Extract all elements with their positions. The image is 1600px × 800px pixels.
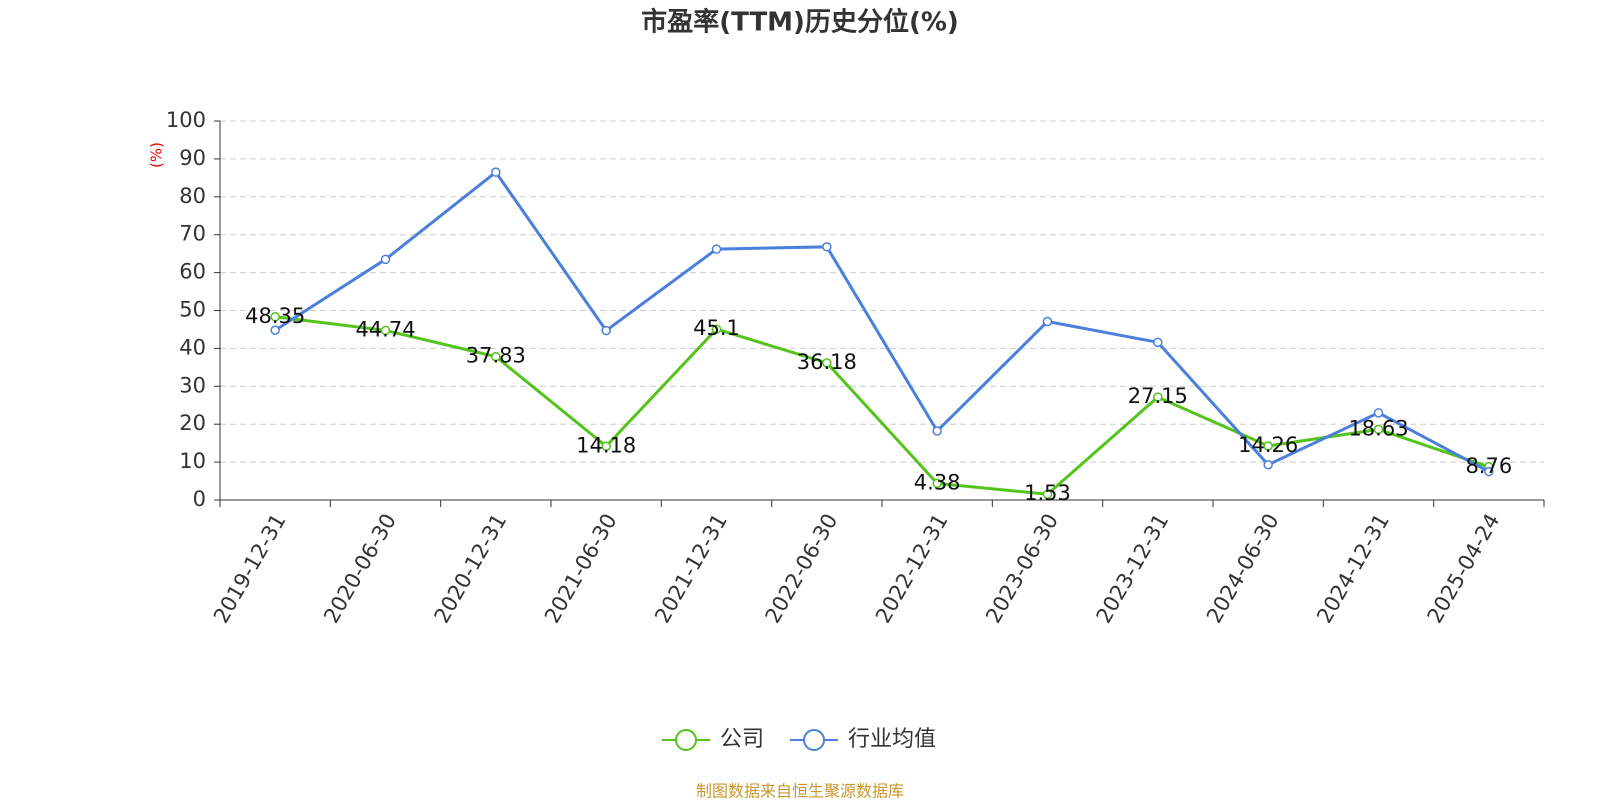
point [1153, 392, 1163, 402]
data-label: 1.53 [1024, 481, 1071, 505]
x-tick-label: 2025-04-24 [1423, 510, 1505, 628]
point [1373, 408, 1384, 418]
x-tick-label: 2021-12-31 [650, 510, 732, 628]
x-tick-label: 2024-12-31 [1312, 510, 1394, 628]
legend-label: 公司 [720, 727, 764, 752]
series-line [274, 170, 1490, 473]
x-tick-label: 2024-06-30 [1202, 510, 1284, 628]
point [711, 244, 722, 254]
legend-marker [675, 729, 697, 751]
y-tick-label: 70 [179, 222, 206, 246]
source-note: 制图数据来自恒生聚源数据库 [696, 782, 904, 800]
point [822, 242, 832, 252]
x-tick-label: 2023-12-31 [1092, 510, 1174, 628]
y-tick-label: 60 [179, 260, 206, 284]
data-label: 37.83 [466, 344, 526, 368]
point [711, 324, 722, 334]
x-tick-label: 2020-12-31 [430, 510, 512, 628]
data-label: 4.38 [914, 470, 961, 494]
y-tick-label: 20 [179, 411, 206, 435]
point [932, 426, 942, 436]
point [1263, 460, 1273, 470]
y-tick-label: 30 [179, 373, 206, 397]
point [1484, 466, 1494, 477]
y-tick-label: 80 [179, 184, 206, 208]
y-tick-label: 40 [179, 335, 206, 359]
x-tick-label: 2021-06-30 [540, 510, 622, 628]
point [822, 358, 832, 368]
x-tick-label: 2019-12-31 [209, 510, 291, 628]
x-tick-label: 2020-06-30 [319, 510, 401, 628]
x-tick-label: 2022-12-31 [871, 510, 953, 628]
point [491, 167, 501, 177]
point [1153, 337, 1163, 348]
point [491, 351, 501, 362]
y-tick-label: 50 [179, 298, 206, 322]
data-label: 14.18 [576, 433, 636, 457]
data-label: 48.35 [245, 304, 305, 328]
point [1263, 441, 1273, 451]
data-label: 36.18 [797, 350, 857, 374]
point [932, 478, 942, 489]
series-line [274, 315, 1490, 496]
legend-marker [803, 729, 826, 751]
point [380, 254, 391, 265]
point [1373, 424, 1384, 435]
legend-label: 行业均值 [848, 727, 936, 752]
x-tick-label: 2023-06-30 [981, 510, 1063, 628]
y-axis-label: (%) [148, 142, 166, 168]
point [601, 325, 611, 336]
y-tick-label: 10 [179, 449, 206, 473]
data-label: 27.15 [1128, 384, 1188, 408]
chart-title: 市盈率(TTM)历史分位(%) [641, 7, 959, 38]
data-label: 14.26 [1238, 433, 1298, 457]
point [1042, 316, 1053, 327]
data-label: 18.63 [1348, 416, 1408, 440]
data-label: 45.1 [693, 316, 740, 340]
y-tick-label: 90 [179, 146, 206, 170]
data-label: 44.74 [355, 317, 415, 341]
point [1042, 489, 1053, 499]
y-tick-label: 0 [193, 487, 206, 511]
point [601, 441, 611, 452]
x-tick-label: 2022-06-30 [761, 510, 843, 628]
y-tick-label: 100 [166, 108, 206, 132]
data-label: 8.76 [1465, 454, 1512, 478]
point [270, 325, 280, 335]
point [270, 312, 280, 322]
point [380, 325, 391, 336]
